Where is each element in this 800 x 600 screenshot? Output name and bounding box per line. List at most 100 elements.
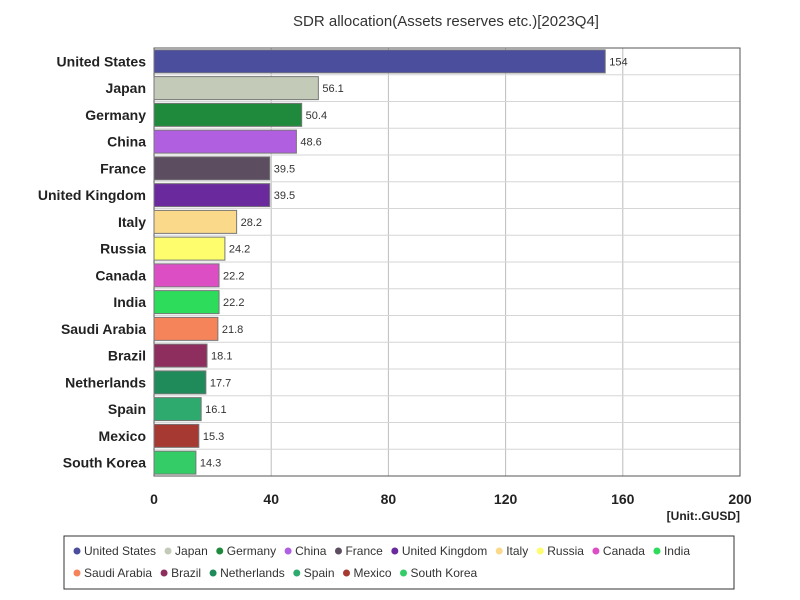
legend-item: Brazil (160, 566, 201, 580)
category-label: South Korea (63, 455, 146, 471)
bar (153, 343, 208, 368)
category-label: Japan (106, 80, 146, 96)
legend-label: Saudi Arabia (84, 566, 152, 580)
x-axis-ticks: 0 40 80 120 160 200 (150, 491, 752, 507)
legend-item: Russia (536, 544, 584, 558)
legend-item: Japan (164, 544, 208, 558)
value-label: 18.1 (211, 351, 232, 363)
legend-label: Japan (175, 544, 208, 558)
value-label: 17.7 (210, 377, 231, 389)
legend-marker (216, 547, 224, 555)
x-tick-label: 0 (150, 491, 158, 507)
bar (153, 49, 606, 74)
bar (153, 316, 219, 341)
legend-label: China (295, 544, 327, 558)
legend-item: South Korea (400, 566, 478, 580)
bar (153, 183, 271, 208)
value-label: 48.6 (300, 137, 321, 149)
category-label: India (113, 294, 146, 310)
category-label: China (107, 134, 146, 150)
category-label: Italy (118, 214, 146, 230)
legend-marker (209, 569, 217, 577)
value-label: 16.1 (205, 404, 226, 416)
value-label: 50.4 (306, 110, 327, 122)
legend-label: Italy (506, 544, 528, 558)
category-label: Brazil (108, 348, 146, 364)
legend-marker (391, 547, 399, 555)
legend-label: France (345, 544, 383, 558)
legend-marker (73, 547, 81, 555)
bar (153, 423, 200, 448)
bar (153, 129, 297, 154)
bar (153, 236, 226, 261)
legend-item: France (334, 544, 383, 558)
legend-box (63, 535, 735, 590)
legend-marker (343, 569, 350, 577)
legend-label: India (664, 544, 690, 558)
legend-marker (284, 547, 292, 555)
x-tick-label: 40 (263, 491, 279, 507)
legend-marker (653, 547, 661, 555)
value-label: 22.2 (223, 297, 244, 309)
legend-item: Saudi Arabia (73, 566, 152, 580)
x-tick-label: 80 (381, 491, 397, 507)
category-label: Saudi Arabia (61, 321, 146, 337)
category-label: United States (57, 53, 147, 69)
legend-item: Spain (293, 566, 335, 580)
legend-label: Mexico (354, 566, 392, 580)
category-label: Canada (95, 267, 146, 283)
category-label: Netherlands (65, 374, 146, 390)
legend-label: South Korea (411, 566, 478, 580)
bar (153, 102, 303, 127)
legend-item: Germany (216, 544, 276, 558)
legend-label: Russia (547, 544, 584, 558)
legend-label: Netherlands (220, 566, 285, 580)
legend-marker (160, 569, 168, 577)
legend-item: India (653, 544, 690, 558)
bar (153, 290, 220, 315)
value-label: 14.3 (200, 458, 221, 470)
legend-label: United States (84, 544, 156, 558)
legend-item: China (284, 544, 327, 558)
bar (153, 397, 202, 422)
value-label: 39.5 (274, 163, 295, 175)
value-label: 15.3 (203, 431, 224, 443)
grid-lines (154, 48, 740, 476)
legend-item: Mexico (343, 566, 392, 580)
unit-label: [Unit:.GUSD] (667, 509, 740, 523)
value-label: 21.8 (222, 324, 243, 336)
bar (153, 76, 319, 101)
legend: United States Japan Germany China France Unit… (73, 544, 690, 580)
legend-marker (293, 569, 301, 577)
category-label: Russia (100, 241, 146, 257)
legend-item: United Kingdom (391, 544, 487, 558)
legend-marker (73, 569, 81, 577)
legend-item: United States (73, 544, 156, 558)
legend-item: Canada (592, 544, 645, 558)
category-label: United Kingdom (38, 187, 146, 203)
category-label: Germany (85, 107, 146, 123)
value-label: 56.1 (322, 83, 343, 95)
plot-area-border (153, 47, 741, 477)
bar (153, 370, 207, 395)
legend-item: Netherlands (209, 566, 285, 580)
legend-marker (536, 547, 544, 555)
legend-marker (495, 547, 503, 555)
legend-label: Spain (304, 566, 335, 580)
legend-item: Italy (495, 544, 528, 558)
legend-marker (334, 547, 342, 555)
bars (153, 49, 606, 475)
category-label: Spain (108, 401, 146, 417)
x-tick-label: 160 (611, 491, 635, 507)
x-tick-label: 120 (494, 491, 518, 507)
legend-marker (592, 547, 600, 555)
value-label: 22.2 (223, 270, 244, 282)
bar (153, 450, 197, 475)
category-labels: United States Japan Germany China France Unit… (38, 53, 146, 470)
legend-marker (400, 569, 408, 577)
bar (153, 263, 220, 288)
category-label: Mexico (99, 428, 146, 444)
value-labels: 154 56.1 50.4 48.6 39.5 39.5 28.2 24.2 22.2 22.2 2… (200, 56, 628, 469)
category-label: France (100, 160, 146, 176)
